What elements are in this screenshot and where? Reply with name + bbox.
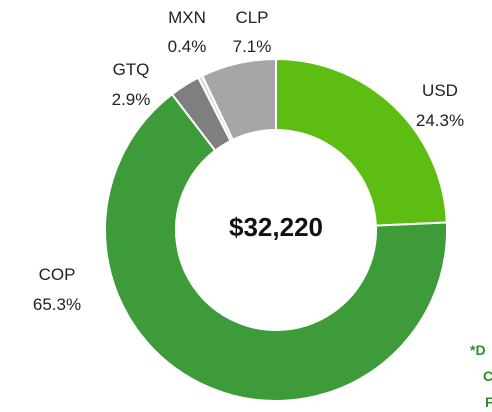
slice-category-label: CLP xyxy=(235,8,268,27)
slice-value-label: 0.4% xyxy=(168,37,207,56)
donut-slice xyxy=(275,57,448,227)
donut-slice xyxy=(200,57,277,142)
annotation: C xyxy=(483,368,492,384)
slice-category-label: USD xyxy=(422,81,458,100)
slice-category-label: COP xyxy=(39,265,76,284)
slice-value-label: 2.9% xyxy=(112,90,151,109)
slice-category-label: MXN xyxy=(168,8,206,27)
annotation: F xyxy=(485,394,492,410)
center-label: $32,220 xyxy=(229,212,323,242)
slice-value-label: 7.1% xyxy=(233,37,272,56)
annotation: *D xyxy=(470,342,486,358)
slice-value-label: 65.3% xyxy=(33,295,81,314)
slice-category-label: GTQ xyxy=(113,60,150,79)
donut-slice xyxy=(104,92,448,402)
slice-value-label: 24.3% xyxy=(416,111,464,130)
